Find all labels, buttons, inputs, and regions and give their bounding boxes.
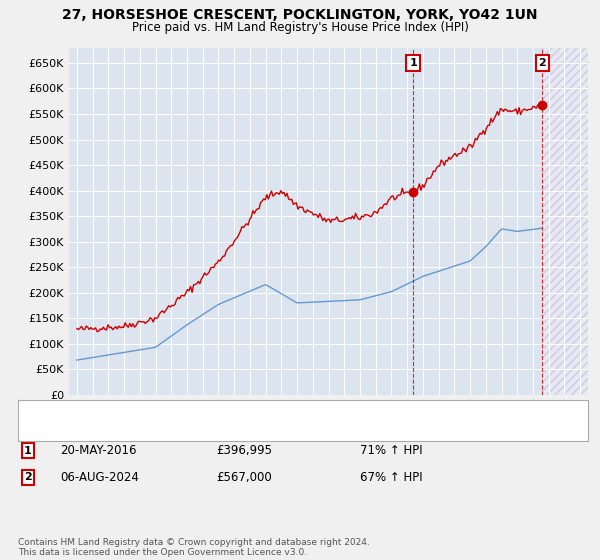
Text: Contains HM Land Registry data © Crown copyright and database right 2024.
This d: Contains HM Land Registry data © Crown c… <box>18 538 370 557</box>
Text: 06-AUG-2024: 06-AUG-2024 <box>60 470 139 484</box>
Text: £567,000: £567,000 <box>216 470 272 484</box>
Text: 1: 1 <box>24 446 32 456</box>
Text: 27, HORSESHOE CRESCENT, POCKLINGTON, YORK, YO42 1UN (detached house): 27, HORSESHOE CRESCENT, POCKLINGTON, YOR… <box>69 405 483 416</box>
Text: ———: ——— <box>30 424 67 437</box>
Text: £396,995: £396,995 <box>216 444 272 458</box>
Text: 2: 2 <box>539 58 546 68</box>
Text: 67% ↑ HPI: 67% ↑ HPI <box>360 470 422 484</box>
Text: 20-MAY-2016: 20-MAY-2016 <box>60 444 137 458</box>
Text: HPI: Average price, detached house, East Riding of Yorkshire: HPI: Average price, detached house, East… <box>69 426 385 436</box>
Text: 71% ↑ HPI: 71% ↑ HPI <box>360 444 422 458</box>
Text: 2: 2 <box>24 472 32 482</box>
Bar <box>542 48 588 395</box>
Text: 27, HORSESHOE CRESCENT, POCKLINGTON, YORK, YO42 1UN: 27, HORSESHOE CRESCENT, POCKLINGTON, YOR… <box>62 8 538 22</box>
Text: ———: ——— <box>30 404 67 417</box>
Text: 1: 1 <box>409 58 417 68</box>
Text: Price paid vs. HM Land Registry's House Price Index (HPI): Price paid vs. HM Land Registry's House … <box>131 21 469 34</box>
